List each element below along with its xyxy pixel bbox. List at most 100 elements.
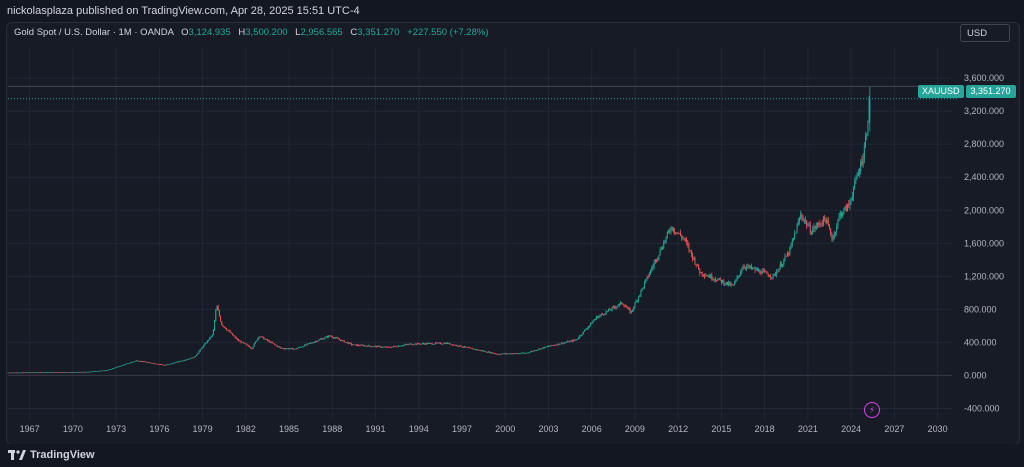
candle-body [417,343,419,345]
candle-body [270,342,272,343]
candle-body [463,346,465,348]
candle-body [295,348,297,350]
candle-body [21,372,23,374]
candle-body [203,345,205,348]
candle-body [8,372,10,374]
candle-body [779,263,781,269]
candle-body [48,372,50,373]
candle-body [372,346,374,348]
candle-body [783,259,785,265]
candle-body [421,343,423,345]
candle-body [819,223,821,225]
candle-body [133,361,135,363]
candle-body [192,357,194,359]
x-tick-label: 1988 [322,424,342,434]
candle-body [399,345,401,347]
candle-body [762,270,764,272]
candle-body [391,346,393,348]
candle-body [230,332,232,334]
candle-body [157,363,159,365]
candle-body [260,336,262,338]
candle-body [849,201,851,206]
candle-body [382,346,384,348]
candle-body [801,214,803,218]
candle-body [264,339,266,340]
candle-body [300,347,302,348]
candle-body [162,364,164,366]
candle-body [593,320,595,322]
candle-body [425,343,427,345]
candle-body [233,335,235,337]
candle-body [555,344,557,346]
candle-body [163,364,165,366]
tradingview-logo[interactable]: TradingView [8,449,95,461]
candle-body [429,343,431,344]
candle-body [27,372,29,374]
currency-button[interactable]: USD [960,24,1010,42]
candle-body [454,344,456,346]
candle-body [282,348,284,349]
candle-body [119,366,121,367]
candle-body [663,241,665,248]
candle-body [445,342,447,344]
candle-body [206,340,208,343]
candle-body [695,264,697,266]
candle-body [61,372,63,373]
candle-body [108,369,110,371]
candle-body [318,339,320,341]
candle-body [288,348,290,350]
candle-body [402,345,404,346]
candle-body [33,372,35,374]
candle-body [768,276,770,277]
candle-body [9,372,11,374]
candle-body [313,341,315,343]
candle-body [498,353,500,355]
candle-body [820,223,822,225]
candle-body [293,348,295,350]
candle-body [253,343,255,347]
candle-body [456,345,458,347]
candle-body [718,278,720,280]
candle-body [471,347,473,349]
candle-body [411,343,413,345]
candle-body [158,364,160,365]
candle-body [826,220,828,224]
candle-body [170,363,172,365]
candle-body [146,362,148,363]
candle-body [361,344,363,346]
candle-body [47,372,49,374]
candle-body [639,294,641,297]
candle-body [589,322,591,326]
candle-body [792,237,794,241]
candle-body [301,346,303,348]
candle-body [156,363,158,365]
candle-body [262,336,264,338]
candle-body [654,259,656,263]
candle-body [14,372,16,374]
candle-body [804,220,806,222]
candle-body [342,340,344,341]
candle-body [532,351,534,352]
symbol-description[interactable]: Gold Spot / U.S. Dollar · 1M · OANDA [14,27,174,38]
candle-body [723,280,725,285]
flash-icon[interactable]: ⚡ [864,402,880,418]
candle-body [730,284,732,286]
candle-body [325,336,327,338]
candle-body [580,335,582,337]
candle-body [176,361,178,363]
candle-body [538,348,540,350]
candle-body [835,232,837,234]
candle-body [316,341,318,342]
candle-body [587,326,589,329]
candle-body [493,353,495,354]
candle-body [286,348,288,350]
candle-body [111,368,113,370]
candle-body [196,354,198,357]
candle-body [602,313,604,315]
candle-body [633,307,635,310]
candle-body [45,372,47,374]
candle-body [853,188,855,197]
candle-body [51,372,53,373]
candle-body [533,350,535,352]
